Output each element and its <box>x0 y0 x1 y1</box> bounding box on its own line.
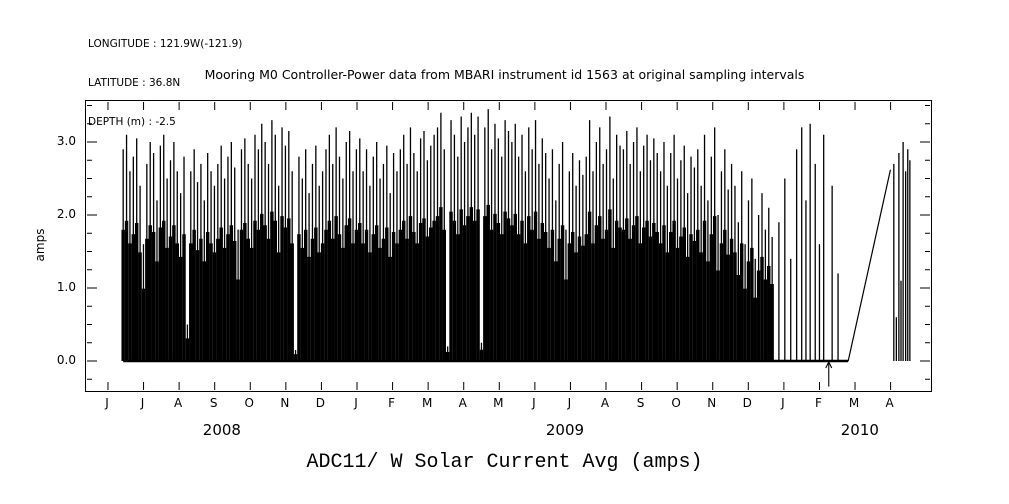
x-tick-label: A <box>885 396 894 410</box>
x-tick-label: S <box>209 396 218 410</box>
year-label: 2010 <box>840 421 879 439</box>
x-tick-label: D <box>742 396 752 410</box>
x-tick-label: J <box>105 396 109 410</box>
x-tick-label: M <box>848 396 860 410</box>
x-tick-label: A <box>174 396 183 410</box>
x-tick-label: A <box>458 396 467 410</box>
y-axis-label: amps <box>33 228 47 262</box>
y-tick-label: 1.0 <box>56 280 76 294</box>
x-tick-label: M <box>493 396 504 410</box>
x-tick-label: D <box>315 396 326 410</box>
x-tick-label: F <box>815 396 822 410</box>
y-tick-label: 3.0 <box>56 134 76 148</box>
metadata-depth: DEPTH (m) : -2.5 <box>88 116 176 128</box>
chart-bottom-title: ADC11/ W Solar Current Avg (amps) <box>306 451 703 474</box>
x-tick-label: N <box>280 396 290 410</box>
metadata-latitude: LATITUDE : 36.8N <box>88 77 181 89</box>
y-axis-tick-labels: 0.0 1.0 2.0 3.0 <box>42 100 78 390</box>
x-tick-label: F <box>388 396 396 410</box>
x-tick-label: O <box>671 396 681 410</box>
y-tick-label: 2.0 <box>56 207 76 221</box>
x-axis-year-labels: 2008 2009 2010 <box>85 421 930 441</box>
plot-area <box>85 100 932 392</box>
metadata-block: LONGITUDE : 121.9W(-121.9) LATITUDE : 36… <box>88 12 242 155</box>
x-tick-label: M <box>421 396 433 410</box>
x-tick-label: O <box>244 396 254 410</box>
x-tick-label: J <box>354 396 358 410</box>
chart-canvas <box>87 102 930 390</box>
plot-title: Mooring M0 Controller-Power data from MB… <box>204 67 805 82</box>
year-label: 2009 <box>545 421 585 439</box>
x-tick-label: J <box>140 396 145 410</box>
x-tick-label: J <box>567 396 572 410</box>
y-tick-label: 0.0 <box>56 353 76 367</box>
x-tick-label: J <box>781 396 785 410</box>
x-tick-label: N <box>707 396 717 410</box>
x-tick-label: S <box>636 396 645 410</box>
year-label: 2008 <box>202 421 241 439</box>
x-tick-label: J <box>532 396 536 410</box>
metadata-longitude: LONGITUDE : 121.9W(-121.9) <box>88 38 243 50</box>
x-tick-label: A <box>600 396 610 410</box>
